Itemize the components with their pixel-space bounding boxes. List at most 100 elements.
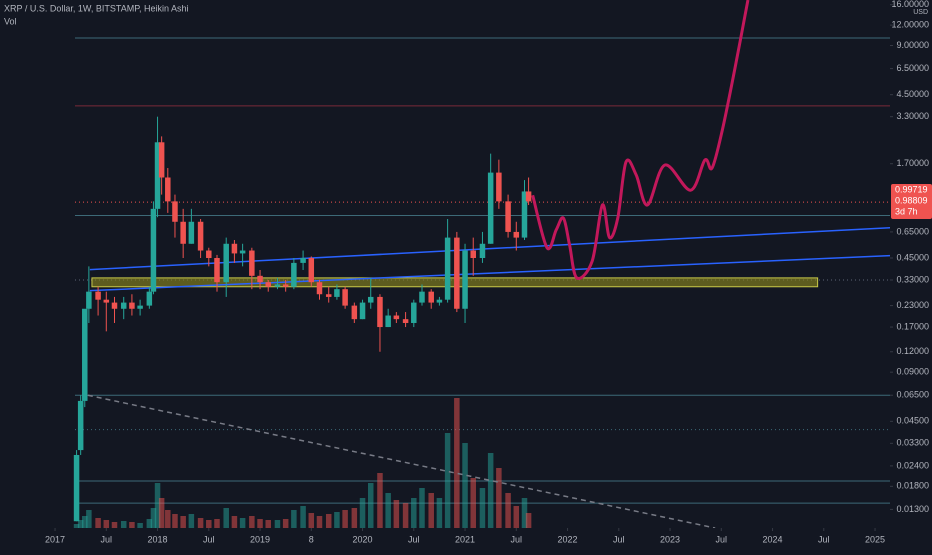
volume-bar — [249, 516, 255, 528]
candle-body — [180, 221, 186, 244]
candle-body — [419, 291, 425, 303]
candle-body — [291, 262, 297, 287]
candle-body — [231, 243, 238, 254]
candle-body — [487, 172, 494, 244]
candle-body — [223, 243, 229, 283]
volume-bar — [436, 498, 443, 528]
candle-body — [505, 201, 511, 232]
volume-bar — [291, 510, 297, 528]
volume-bar — [377, 473, 383, 528]
volume-bar — [359, 498, 366, 528]
volume-bar — [487, 453, 494, 528]
y-tick-label: 0.04500 — [896, 416, 929, 426]
candle-body — [359, 302, 366, 320]
y-unit: USD — [913, 9, 928, 16]
candle-body — [316, 282, 323, 295]
volume-label: Vol — [4, 16, 17, 26]
price-tag: 0.98809 — [895, 195, 928, 205]
candle-body — [411, 302, 417, 323]
trendline — [87, 394, 716, 528]
volume-bar — [257, 519, 263, 528]
y-tick-label: 0.12000 — [896, 346, 929, 356]
x-tick-label: 2019 — [250, 534, 270, 544]
y-tick-label: 12.00000 — [891, 19, 929, 29]
candle-body — [206, 250, 212, 259]
volume-bar — [525, 513, 532, 528]
y-tick-label: 0.65000 — [896, 226, 929, 236]
candle-body — [77, 400, 84, 451]
candle-body — [479, 243, 486, 259]
x-tick-label: 2018 — [148, 534, 168, 544]
y-tick-label: 0.45000 — [896, 252, 929, 262]
x-tick-label: Jul — [203, 534, 215, 544]
x-tick-label: Jul — [818, 534, 830, 544]
candle-body — [257, 275, 263, 283]
volume-bar — [137, 523, 143, 528]
candle-body — [158, 142, 165, 178]
volume-bar — [77, 520, 84, 528]
volume-bar — [82, 516, 88, 528]
candle-body — [150, 208, 157, 292]
candle-body — [265, 282, 271, 287]
volume-bar — [95, 518, 101, 528]
y-tick-label: 4.50000 — [896, 89, 929, 99]
candle-body — [274, 284, 281, 287]
candle-body — [513, 231, 520, 238]
price-tag-box — [891, 184, 932, 219]
y-tick-label: 0.01800 — [896, 481, 929, 491]
volume-bar — [308, 513, 315, 528]
candle-body — [86, 291, 92, 309]
candle-body — [188, 221, 195, 244]
candle-body — [239, 250, 246, 254]
x-tick-label: 8 — [309, 534, 314, 544]
volume-bar — [265, 520, 271, 528]
y-tick-label: 0.02400 — [896, 460, 929, 470]
candle-body — [367, 296, 374, 303]
axes: 16.00000 12.00000 9.00000 6.50000 4.50000 3.3… — [45, 0, 932, 544]
y-tick-label: 3.30000 — [896, 111, 929, 121]
volume-bar — [111, 522, 118, 528]
volume-bar — [411, 498, 417, 528]
price-tag: 3d 7h — [895, 206, 918, 216]
y-tick-label: 0.01300 — [896, 504, 929, 514]
volume-bar — [180, 516, 186, 528]
volume-bar — [479, 488, 486, 528]
volume-bar — [158, 498, 165, 528]
candle-body — [393, 315, 400, 320]
volume-bar — [197, 518, 204, 528]
plot-area — [73, 0, 890, 528]
y-tick-label: 0.09000 — [896, 367, 929, 377]
x-tick-label: Jul — [511, 534, 523, 544]
candle-body — [521, 191, 528, 238]
candle-body — [300, 258, 306, 263]
candle-body — [197, 221, 204, 251]
candle-body — [172, 201, 178, 222]
candle-body — [103, 299, 110, 303]
candle-body — [249, 250, 255, 276]
volume-bar — [393, 500, 400, 528]
candle-body — [496, 172, 502, 202]
candle-body — [342, 289, 348, 306]
candle-body — [154, 142, 161, 209]
y-tick-label: 0.33000 — [896, 274, 929, 284]
volume-bar — [402, 503, 409, 528]
volume-bar — [513, 506, 520, 528]
chart-title: XRP / U.S. Dollar, 1W, BITSTAMP, Heikin … — [4, 3, 189, 13]
volume-bar — [505, 493, 511, 528]
candle-body — [308, 258, 315, 283]
volume-bar — [103, 520, 110, 528]
volume-bar — [334, 512, 340, 528]
candle-body — [436, 299, 443, 303]
volume-bar — [239, 518, 246, 528]
volume-bar — [223, 508, 229, 528]
x-tick-label: 2022 — [558, 534, 578, 544]
candle-body — [444, 237, 451, 300]
candle-body — [111, 302, 118, 309]
candle-body — [428, 291, 434, 303]
x-tick-label: Jul — [716, 534, 728, 544]
y-tick-label: 16.00000 — [891, 0, 929, 9]
volume-bar — [462, 443, 468, 528]
candle-body — [165, 177, 171, 202]
y-tick-label: 0.06500 — [896, 390, 929, 400]
